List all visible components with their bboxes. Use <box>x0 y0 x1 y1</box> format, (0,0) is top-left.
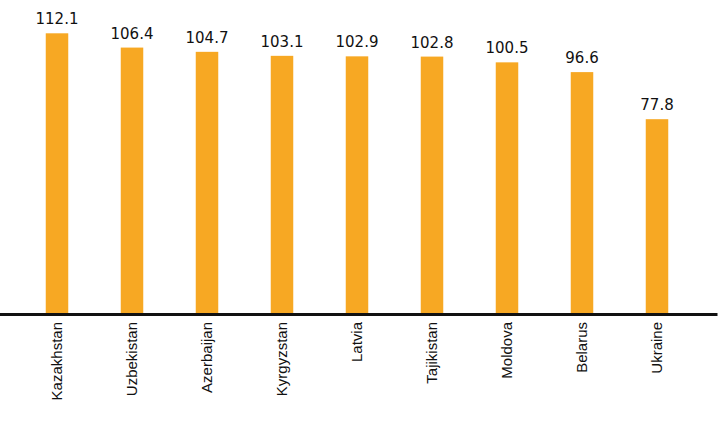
x-tick-label: Tajikistan <box>423 322 440 384</box>
x-tick-label: Azerbaijan <box>198 322 215 393</box>
bar <box>421 57 444 314</box>
data-label: 103.1 <box>261 33 304 51</box>
x-tick-label: Uzbekistan <box>123 322 140 396</box>
x-tick-label: Kyrgyzstan <box>273 322 290 396</box>
chart: 112.1 106.4 104.7 103.1 102.9 102.8 100.5 96.6 7… <box>0 0 720 445</box>
bar <box>271 56 294 314</box>
x-tick-label: Latvia <box>348 321 365 362</box>
plot-area <box>46 33 669 314</box>
data-label: 77.8 <box>640 96 673 114</box>
bar <box>346 56 369 314</box>
x-tick-label: Kazakhstan <box>48 322 65 400</box>
bar <box>46 33 69 314</box>
x-tick: Uzbekistan <box>123 314 140 396</box>
x-tick: Tajikistan <box>423 314 440 384</box>
x-tick: Moldova <box>498 314 515 379</box>
data-label: 102.8 <box>411 34 454 52</box>
bar <box>196 52 219 314</box>
data-label: 96.6 <box>565 49 598 67</box>
bar <box>121 48 144 314</box>
bar <box>496 62 519 314</box>
bar <box>571 72 594 314</box>
data-label: 112.1 <box>36 10 79 28</box>
x-tick: Kazakhstan <box>48 314 65 400</box>
x-tick-label: Moldova <box>498 321 515 378</box>
x-tick-label: Ukraine <box>648 322 665 374</box>
x-tick: Ukraine <box>648 314 665 374</box>
x-tick: Belarus <box>573 314 590 373</box>
data-label: 104.7 <box>186 29 229 47</box>
data-labels: 112.1 106.4 104.7 103.1 102.9 102.8 100.5 96.6 7… <box>36 10 674 114</box>
x-tick: Azerbaijan <box>198 314 215 393</box>
data-label: 106.4 <box>111 25 154 43</box>
x-tick: Latvia <box>348 314 365 362</box>
bar <box>646 119 669 314</box>
x-tick: Kyrgyzstan <box>273 314 290 396</box>
data-label: 102.9 <box>336 33 379 51</box>
x-axis-line <box>0 313 718 316</box>
data-label: 100.5 <box>486 39 529 57</box>
x-tick-label: Belarus <box>573 322 590 373</box>
x-axis: Kazakhstan Uzbekistan Azerbaijan Kyrgyzstan… <box>0 314 718 400</box>
